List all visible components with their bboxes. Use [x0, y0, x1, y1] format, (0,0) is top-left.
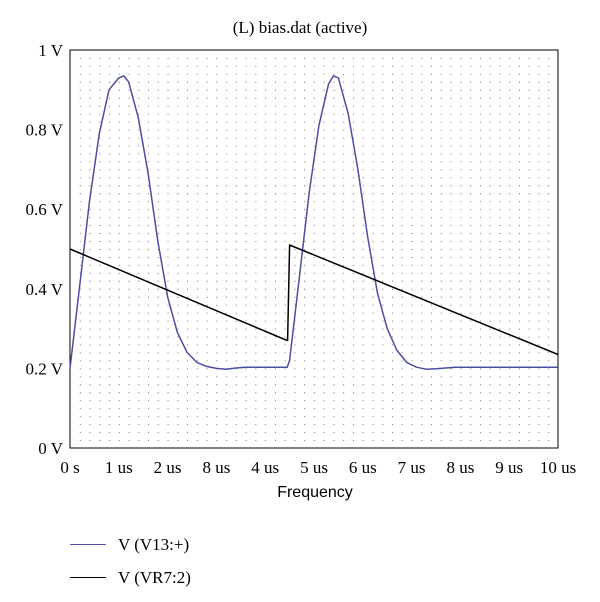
y-tick-label: 0.2 V — [26, 359, 64, 378]
y-tick-label: 0 V — [38, 439, 63, 458]
x-tick-label: 6 us — [349, 458, 377, 477]
legend-label-vr7: V (VR7:2) — [118, 567, 191, 587]
x-axis-title: Frequency — [277, 484, 353, 501]
series-line-1 — [69, 244, 559, 356]
y-tick-label: 0.8 V — [26, 121, 64, 140]
x-tick-label: 8 us — [202, 458, 230, 477]
grid-dot-pattern — [79, 58, 550, 441]
x-tick-label: 2 us — [154, 458, 182, 477]
x-tick-label: 9 us — [495, 458, 523, 477]
x-tick-label: 1 us — [105, 458, 133, 477]
legend-item-vr7: V (VR7:2) — [70, 561, 191, 594]
legend-item-v13: V (V13:+) — [70, 528, 191, 561]
x-tick-label: 10 us — [540, 458, 576, 477]
chart-title: (L) bias.dat (active) — [232, 18, 368, 37]
x-tick-label: 7 us — [398, 458, 426, 477]
legend-swatch-vr7 — [70, 577, 106, 578]
series-lines — [69, 75, 559, 370]
grid-dots — [79, 58, 550, 441]
y-tick-label: 0.6 V — [26, 200, 64, 219]
x-tick-label: 4 us — [251, 458, 279, 477]
axis-ticks: 0 s 1 us 2 us 8 us 4 us 5 us 6 us 7 us 8 us 9 us 1… — [26, 41, 577, 477]
legend: V (V13:+) V (VR7:2) — [70, 528, 191, 594]
legend-label-v13: V (V13:+) — [118, 534, 190, 554]
y-tick-label: 1 V — [38, 41, 63, 60]
x-tick-label: 0 s — [60, 458, 79, 477]
x-tick-label: 8 us — [446, 458, 474, 477]
legend-swatch-v13 — [70, 544, 106, 545]
y-tick-label: 0.4 V — [26, 280, 64, 299]
x-tick-label: 5 us — [300, 458, 328, 477]
series-line-0 — [69, 75, 558, 370]
